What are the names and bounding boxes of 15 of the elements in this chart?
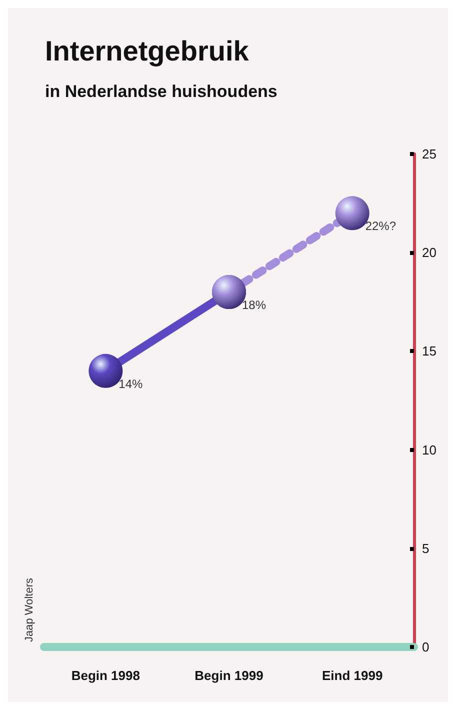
y-tick-label: 20 [422, 245, 436, 260]
y-tick-label: 25 [422, 146, 436, 162]
chart-subtitle: in Nederlandse huishoudens [45, 82, 278, 101]
data-label: 18% [242, 298, 266, 312]
text: Jaap Wolters [24, 578, 36, 642]
data-label: 14% [118, 376, 144, 391]
y-tick-label: 15 [422, 344, 436, 359]
y-tick-label: 0 [422, 640, 430, 654]
x-tick-label: Begin 1998 [71, 668, 140, 683]
y-tick-label: 5 [422, 540, 430, 556]
x-tick-label: Eind 1999 [322, 668, 383, 683]
chart-title: Internetgebruik [45, 36, 250, 66]
y-tick-label: 10 [422, 442, 436, 458]
data-label: 22%? [365, 219, 396, 234]
x-tick-label: Begin 1999 [194, 668, 264, 683]
